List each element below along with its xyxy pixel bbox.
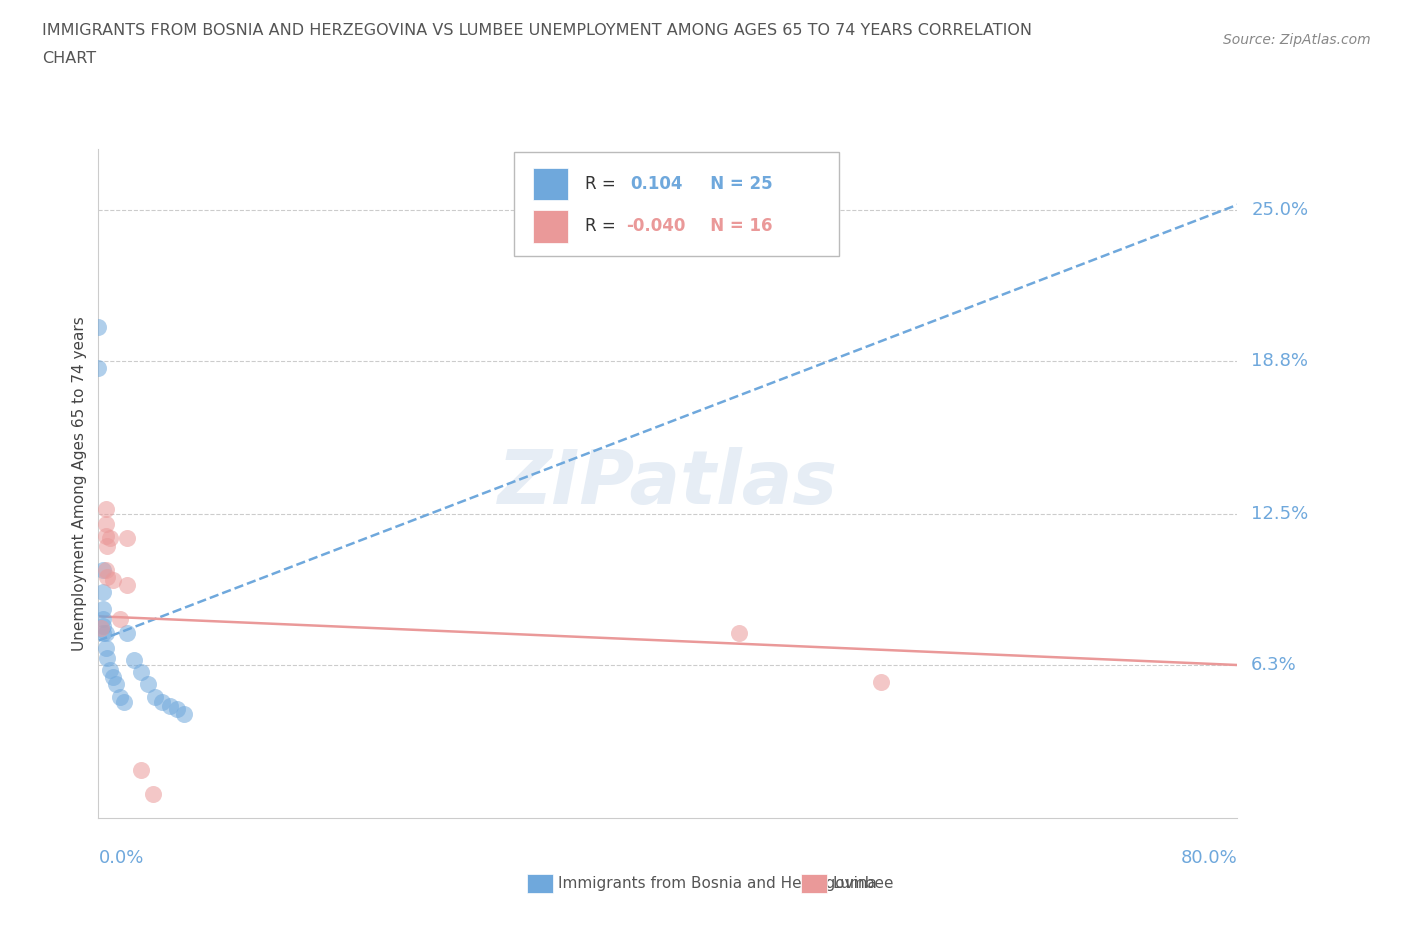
- Text: 12.5%: 12.5%: [1251, 505, 1309, 523]
- Text: Lumbee: Lumbee: [832, 876, 894, 891]
- Text: Immigrants from Bosnia and Herzegovina: Immigrants from Bosnia and Herzegovina: [558, 876, 877, 891]
- Bar: [533, 210, 568, 243]
- Text: IMMIGRANTS FROM BOSNIA AND HERZEGOVINA VS LUMBEE UNEMPLOYMENT AMONG AGES 65 TO 7: IMMIGRANTS FROM BOSNIA AND HERZEGOVINA V…: [42, 23, 1032, 38]
- Text: 80.0%: 80.0%: [1181, 848, 1237, 867]
- Text: CHART: CHART: [42, 51, 96, 66]
- Y-axis label: Unemployment Among Ages 65 to 74 years: Unemployment Among Ages 65 to 74 years: [72, 316, 87, 651]
- Point: [98, 662, 121, 677]
- Text: Source: ZipAtlas.com: Source: ZipAtlas.com: [1223, 33, 1371, 46]
- Point: [115, 578, 138, 592]
- Point: [101, 670, 124, 684]
- Point: [91, 585, 114, 600]
- Point: [870, 674, 893, 689]
- Point: [94, 501, 117, 516]
- Text: N = 16: N = 16: [693, 218, 772, 235]
- Text: 0.0%: 0.0%: [98, 848, 143, 867]
- Point: [91, 618, 114, 633]
- Text: 25.0%: 25.0%: [1251, 201, 1309, 219]
- Point: [98, 531, 121, 546]
- Point: [141, 787, 163, 802]
- Text: ZIPatlas: ZIPatlas: [498, 447, 838, 520]
- Point: [96, 538, 118, 553]
- Bar: [533, 167, 568, 200]
- Point: [94, 563, 117, 578]
- Point: [129, 763, 152, 777]
- Point: [108, 611, 131, 626]
- Point: [90, 621, 112, 636]
- Text: N = 25: N = 25: [693, 175, 772, 193]
- Point: [159, 699, 181, 714]
- Point: [91, 563, 114, 578]
- Point: [94, 516, 117, 531]
- Point: [145, 689, 167, 704]
- Point: [94, 528, 117, 543]
- Point: [108, 689, 131, 704]
- Point: [129, 665, 152, 680]
- Point: [96, 650, 118, 665]
- Point: [115, 626, 138, 641]
- Point: [94, 641, 117, 656]
- Point: [91, 626, 114, 641]
- Text: 0.104: 0.104: [630, 175, 683, 193]
- Point: [87, 361, 110, 376]
- Text: 18.8%: 18.8%: [1251, 352, 1308, 369]
- Text: -0.040: -0.040: [626, 218, 685, 235]
- Point: [96, 570, 118, 585]
- FancyBboxPatch shape: [515, 153, 839, 256]
- Point: [104, 677, 127, 692]
- Text: 6.3%: 6.3%: [1251, 656, 1296, 674]
- Text: R =: R =: [585, 218, 620, 235]
- Point: [115, 531, 138, 546]
- Point: [136, 677, 159, 692]
- Point: [91, 602, 114, 617]
- Point: [728, 626, 751, 641]
- Text: R =: R =: [585, 175, 626, 193]
- Point: [122, 653, 145, 668]
- Point: [166, 701, 188, 716]
- Point: [173, 706, 195, 721]
- Point: [101, 572, 124, 587]
- Point: [152, 694, 174, 709]
- Point: [94, 626, 117, 641]
- Point: [112, 694, 135, 709]
- Point: [91, 611, 114, 626]
- Point: [87, 319, 110, 334]
